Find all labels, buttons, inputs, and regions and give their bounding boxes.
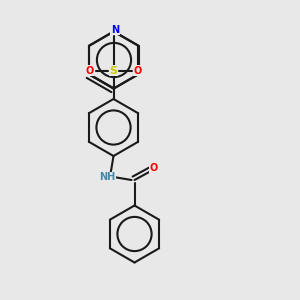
Text: O: O [134,65,142,76]
Text: N: N [111,25,119,35]
Text: S: S [110,65,118,76]
Text: O: O [85,65,94,76]
Text: O: O [150,163,158,173]
Text: NH: NH [99,172,116,182]
